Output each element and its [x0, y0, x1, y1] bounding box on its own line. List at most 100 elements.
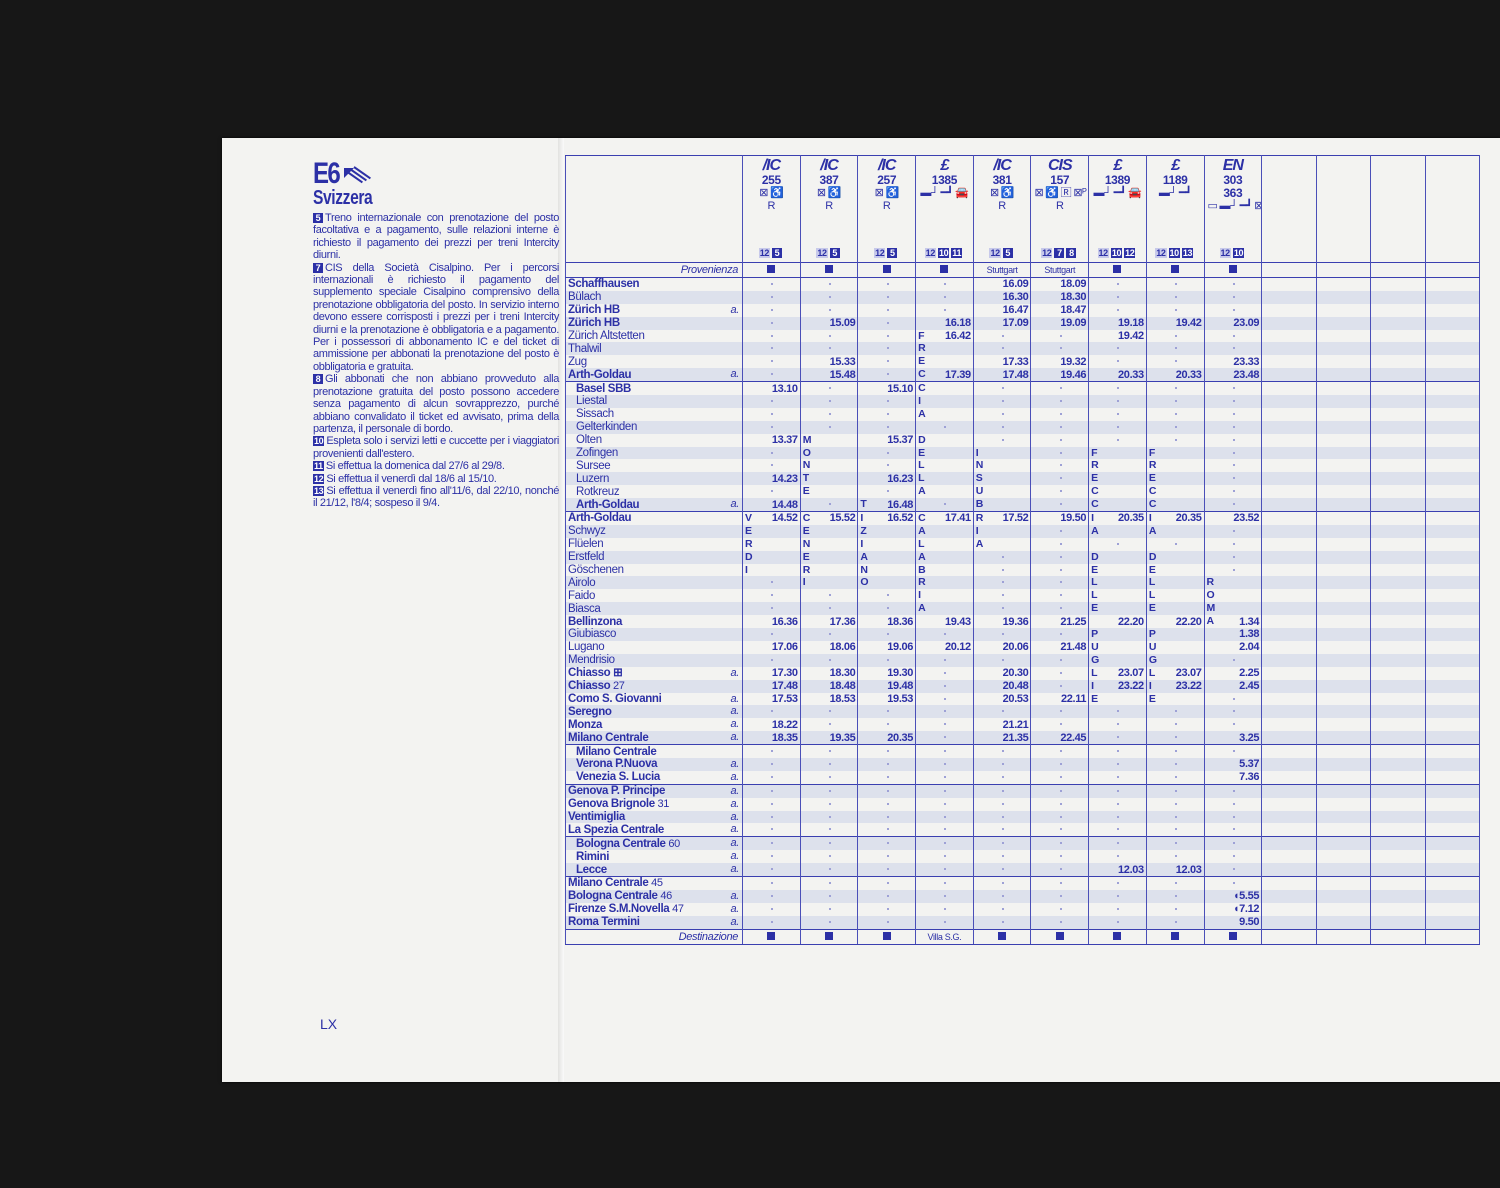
station-cell: Arth-Goldau a.: [565, 498, 743, 512]
train-name-letter: S: [975, 472, 983, 485]
time-cell: [1145, 915, 1205, 930]
station-name: Rimini: [576, 850, 610, 863]
no-stop-dot: [1175, 438, 1178, 441]
time-cell: [1203, 342, 1263, 356]
time-cell: [1030, 395, 1090, 408]
station-name: Liestal: [576, 395, 607, 408]
time-cell: [799, 744, 859, 758]
station-name: Bologna Centrale: [568, 890, 658, 903]
table-row: Lugano 17.06 18.06 19.06 20.12 20.06 21.48 U U 2.…: [565, 640, 1481, 654]
empty-cell: [1261, 744, 1317, 758]
empty-cell: [1424, 615, 1481, 629]
time-cell: [857, 823, 917, 837]
no-stop-dot: [1059, 412, 1062, 415]
train-name-letter: U: [1148, 640, 1157, 653]
time-cell: C 15.52: [799, 511, 859, 525]
no-stop-dot: [1175, 775, 1178, 778]
no-stop-dot: [1059, 347, 1062, 350]
no-stop-dot: [944, 802, 947, 805]
timetable: /IC 255 ⊠ ♿ R 12 5/IC 387 ⊠ ♿ R 12 5/IC 257 ⊠ ♿ R 12 5 £138…: [565, 155, 1481, 945]
station-cell: Thalwil: [565, 342, 743, 356]
time: 22.45: [1060, 731, 1087, 744]
time-cell: [1030, 446, 1090, 460]
note-badge: 10: [937, 248, 950, 258]
station-name: Zürich HB: [568, 317, 620, 330]
time-cell: [1030, 889, 1090, 903]
station-cell: Lugano: [565, 640, 743, 654]
empty-cell: [1370, 589, 1426, 603]
table-row: Genova Brignole 31 a.: [565, 797, 1481, 811]
train-header: /IC 257 ⊠ ♿ R 12 5: [860, 158, 913, 262]
no-stop-dot: [1059, 842, 1062, 845]
table-row: Sursee N L N R R: [565, 459, 1481, 473]
time-cell: [857, 368, 917, 382]
empty-cell: [1261, 640, 1317, 654]
time-cell: 19.46: [1030, 368, 1090, 382]
station-cell: Sursee: [565, 459, 743, 473]
no-stop-dot: [944, 894, 947, 897]
time-cell: E: [799, 485, 859, 499]
terminus-marker-icon: [1055, 931, 1064, 940]
time: 15.09: [829, 317, 856, 330]
time-cell: [742, 770, 801, 785]
station-cell: Milano Centrale: [565, 744, 743, 758]
time-cell: [1088, 433, 1147, 447]
empty-cell: [1370, 550, 1426, 564]
empty-cell: [1261, 563, 1317, 577]
time-cell: [799, 850, 859, 864]
time-cell: [1203, 524, 1263, 538]
time-cell: [972, 420, 1032, 434]
empty-cell: [1315, 915, 1372, 930]
note-badge: 12: [1041, 248, 1053, 258]
time-cell: [1088, 915, 1147, 930]
reservation-label: R: [1055, 200, 1064, 212]
time-cell: [1088, 342, 1147, 356]
no-stop-dot: [1059, 555, 1062, 558]
train-name-letter: R: [745, 537, 753, 550]
time-cell: [1030, 679, 1090, 693]
no-stop-dot: [829, 633, 832, 636]
empty-cell: [1315, 850, 1372, 864]
time-cell: [1030, 823, 1090, 837]
time-cell: [857, 485, 917, 499]
no-stop-dot: [1175, 400, 1178, 403]
no-stop-dot: [944, 671, 947, 674]
couchette-icon: ━┛: [1239, 200, 1253, 212]
sleeper-icon: ▬┘: [1219, 200, 1238, 212]
time-cell: [1203, 850, 1263, 864]
station-cell: Venezia S. Lucia a.: [565, 770, 743, 785]
no-stop-dot: [1002, 828, 1005, 831]
time: 18.30: [1060, 291, 1087, 304]
empty-cell: [1315, 744, 1372, 758]
empty-cell: [1424, 757, 1481, 771]
station-name: Zürich HB: [568, 304, 620, 317]
time-cell: R: [1203, 576, 1263, 590]
time: 17.53: [771, 692, 798, 705]
station-name: Rotkreuz: [576, 485, 620, 498]
time-cell: G: [1145, 653, 1205, 667]
no-stop-dot: [1117, 881, 1120, 884]
no-stop-dot: [771, 373, 774, 376]
time-cell: A: [915, 524, 974, 538]
train-header: £1189 ▬┘ ━┛ 12 10 13: [1149, 158, 1202, 262]
time-cell: [915, 797, 974, 811]
empty-cell: [1261, 303, 1317, 317]
train-name-letter: I: [1148, 512, 1152, 525]
no-stop-dot: [944, 842, 947, 845]
arrival-marker: a.: [730, 692, 740, 705]
train-header: /IC 381 ⊠ ♿ R 12 5: [976, 158, 1029, 262]
time-cell: 20.33: [1088, 368, 1147, 382]
arrival-marker: a.: [730, 718, 740, 731]
table-row: Milano Centrale a. 18.35 19.35 20.35 21.35 22.…: [565, 731, 1481, 745]
no-stop-dot: [1002, 438, 1005, 441]
wheelchair-icon: ♿: [1045, 187, 1059, 199]
time-cell: C: [915, 381, 974, 396]
empty-cell: [1370, 928, 1426, 945]
train-column-header: /IC 381 ⊠ ♿ R 12 5: [972, 155, 1032, 263]
no-stop-dot: [829, 723, 832, 726]
time: 17.41: [944, 512, 971, 525]
restaurant-icon: ⊠: [989, 187, 999, 199]
no-stop-dot: [1117, 723, 1120, 726]
time-cell: [799, 705, 859, 719]
